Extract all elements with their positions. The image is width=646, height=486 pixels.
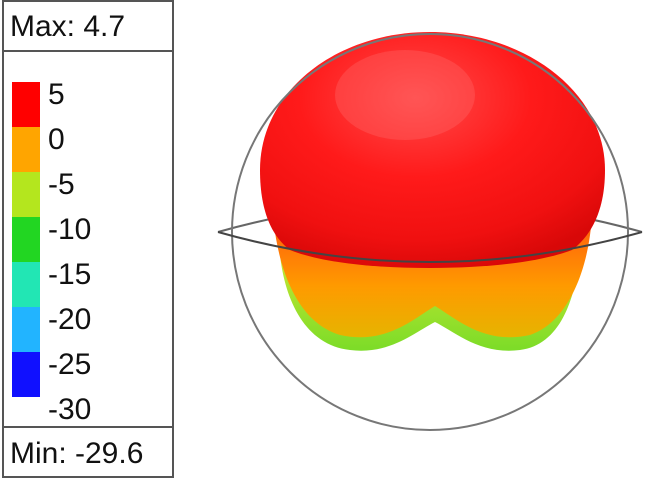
legend-tick-minus15: -15 [48,258,92,291]
legend-min-label: Min: -29.6 [4,426,172,476]
main-lobe-highlight [335,50,475,140]
legend-band-minus10-to-minus15 [12,217,40,262]
legend-tick-minus10: -10 [48,213,92,246]
legend-band-minus5-to-minus10 [12,172,40,217]
legend-band-0-to-minus5 [12,127,40,172]
legend-band-minus20-to-minus25 [12,307,40,352]
legend-tick-minus25: -25 [48,348,92,381]
bounding-sphere [231,33,629,431]
legend-band-minus25-to-minus30 [12,352,40,397]
legend-tick-0: 0 [48,123,65,156]
legend-band-5-to-0 [12,82,40,127]
radiation-pattern-svg [217,32,643,431]
legend-tick-minus30: -30 [48,393,92,426]
legend-band-minus15-to-minus20 [12,262,40,307]
main-lobe [260,32,605,268]
color-scale-legend: Max: 4.7 5 0 -5 -10 -15 -20 -25 -30 Min:… [2,0,174,478]
legend-tick-5: 5 [48,78,65,111]
legend-tick-minus20: -20 [48,303,92,336]
legend-max-label: Max: 4.7 [4,2,172,52]
equator-ring-front [217,231,643,263]
radiation-pattern-3d-view[interactable] [180,0,646,481]
legend-tick-minus5: -5 [48,168,75,201]
